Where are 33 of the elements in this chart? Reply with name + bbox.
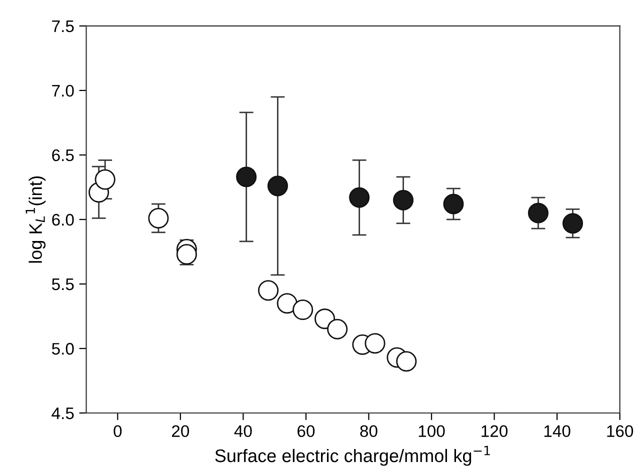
- x-tick-label: 40: [234, 425, 252, 438]
- x-tick-label: 100: [418, 425, 445, 438]
- y-tick-label: 5.5: [52, 278, 74, 290]
- x-tick-label: 120: [482, 425, 508, 438]
- y-tick-label: 7.5: [52, 20, 74, 32]
- point: [528, 202, 548, 224]
- point: [349, 187, 370, 208]
- x-tick-label: 0: [114, 425, 122, 438]
- x-tick-label: 20: [172, 425, 190, 438]
- point: [148, 208, 169, 228]
- point: [94, 169, 116, 190]
- x-tick-label: 80: [360, 425, 378, 438]
- x-axis-title: Surface electric charge/mmol kg$^{−1}$: [215, 446, 490, 466]
- point: [562, 213, 584, 234]
- y-axis-title: log K$_{L}$$^{1}$(int): [26, 176, 46, 263]
- point: [258, 280, 279, 301]
- point: [176, 244, 197, 265]
- x-tick-label: 140: [544, 425, 570, 438]
- point: [364, 333, 386, 354]
- point: [396, 351, 417, 372]
- point: [393, 190, 414, 210]
- point: [443, 194, 464, 214]
- point: [236, 166, 257, 188]
- y-tick-label: 4.5: [52, 408, 74, 420]
- x-tick-label: 60: [298, 425, 315, 438]
- y-tick-label: 6.5: [52, 149, 74, 162]
- x-tick-label: 160: [607, 425, 634, 438]
- point: [267, 176, 288, 196]
- point: [292, 300, 314, 320]
- y-tick-label: 5.0: [52, 342, 74, 355]
- y-tick-label: 7.0: [52, 84, 74, 97]
- y-tick-label: 6.0: [52, 214, 74, 226]
- point: [327, 318, 348, 340]
